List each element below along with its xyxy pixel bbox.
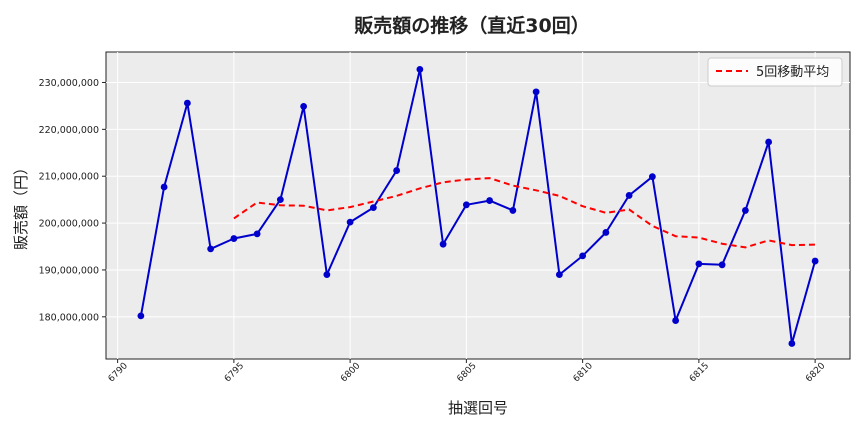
sales-data-point [230,235,238,242]
plot-area [105,51,851,360]
y-tick-label: 180,000,000 [39,312,99,323]
sales-data-point [672,317,680,324]
y-tick-label: 210,000,000 [39,172,99,183]
sales-data-point [323,271,331,279]
legend: 5回移動平均 [707,57,843,87]
sales-data-point [207,245,215,253]
sales-data-point [718,261,726,269]
sales-data-point [648,173,656,181]
sales-data-point [532,88,540,96]
x-tick-label: 6820 [804,361,827,384]
sales-data-point [602,229,610,236]
legend-box [707,57,843,87]
x-axis-label: 抽選回号 [448,399,508,417]
x-tick-label: 6790 [107,361,130,384]
sales-data-point [462,201,470,209]
sales-data-point [439,240,447,248]
sales-data-point [811,257,819,265]
legend-moving-average-label: 5回移動平均 [756,65,829,80]
sales-data-point [695,260,703,268]
y-axis-label: 販売額（円） [12,160,30,250]
sales-data-point [253,230,261,238]
x-tick-label: 6800 [339,361,362,384]
x-tick-label: 6810 [572,361,595,384]
sales-data-point [555,271,563,279]
x-tick-label: 6805 [455,361,478,384]
y-tick-label: 190,000,000 [39,265,99,276]
sales-data-point [276,196,284,204]
sales-data-point [765,138,773,146]
sales-data-point [486,197,494,204]
sales-data-point [183,99,191,107]
sales-data-point [579,252,587,260]
x-tick-label: 6795 [223,361,246,384]
x-tick-label: 6815 [688,361,711,384]
sales-data-point [509,207,517,214]
sales-series-line [139,68,817,345]
moving-average-line [233,177,816,249]
y-tick-label: 230,000,000 [39,78,99,89]
sales-data-point [393,167,401,174]
sales-data-point [346,218,354,226]
y-tick-label: 200,000,000 [39,219,99,230]
sales-data-point [416,65,424,73]
chart-title: 販売額の推移（直近30回） [354,14,589,37]
y-tick-label: 220,000,000 [39,125,99,136]
sales-data-point [741,207,749,214]
sales-data-point [160,183,168,191]
sales-data-point [300,102,308,110]
sales-data-point [137,312,145,320]
sales-data-point [369,204,377,212]
sales-data-point [625,192,633,199]
sales-data-point [788,340,796,347]
series-group [137,65,819,347]
